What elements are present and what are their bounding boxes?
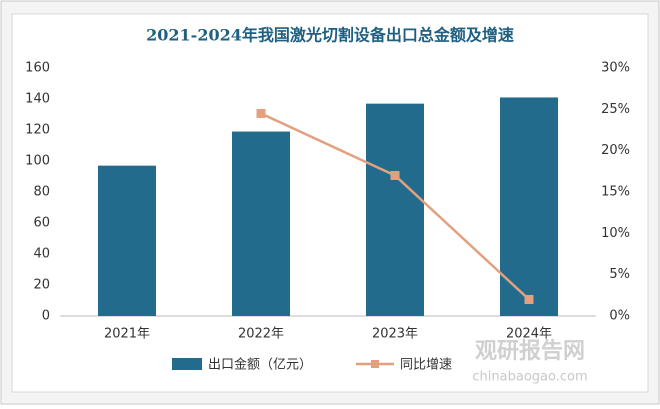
chart-title: 2021-2024年我国激光切割设备出口总金额及增速 bbox=[146, 26, 514, 45]
watermark: 观研报告网 bbox=[475, 339, 585, 364]
y-tick-label: 140 bbox=[25, 92, 50, 107]
y-tick-label: 160 bbox=[25, 61, 50, 76]
y2-tick-label: 0% bbox=[609, 309, 630, 324]
y-tick-label: 0 bbox=[42, 309, 50, 324]
bar bbox=[500, 97, 558, 316]
y2-tick-label: 5% bbox=[609, 267, 630, 282]
bar bbox=[366, 103, 424, 317]
bar bbox=[232, 131, 290, 316]
watermark-url: chinabaogao.com bbox=[472, 370, 587, 385]
legend-label: 出口金额（亿元） bbox=[208, 357, 312, 373]
x-tick-label: 2022年 bbox=[238, 327, 284, 342]
x-tick-label: 2023年 bbox=[372, 327, 418, 342]
legend-swatch bbox=[172, 358, 202, 370]
y2-tick-label: 25% bbox=[601, 102, 630, 117]
line-marker bbox=[390, 170, 400, 180]
y2-tick-label: 15% bbox=[601, 185, 630, 200]
x-tick-label: 2021年 bbox=[104, 327, 150, 342]
line-marker bbox=[524, 294, 534, 304]
y-tick-label: 80 bbox=[33, 185, 50, 200]
y2-tick-label: 20% bbox=[601, 143, 630, 158]
y-tick-label: 20 bbox=[33, 278, 50, 293]
legend-swatch bbox=[371, 360, 379, 368]
y-tick-label: 120 bbox=[25, 123, 50, 138]
y-tick-label: 100 bbox=[25, 154, 50, 169]
y2-tick-label: 30% bbox=[601, 61, 630, 76]
x-tick-label: 2024年 bbox=[506, 327, 552, 342]
y-tick-label: 60 bbox=[33, 216, 50, 231]
legend-label: 同比增速 bbox=[400, 358, 452, 373]
y-tick-label: 40 bbox=[33, 247, 50, 262]
y2-tick-label: 10% bbox=[601, 226, 630, 241]
bar bbox=[98, 165, 156, 316]
line-marker bbox=[256, 108, 266, 118]
